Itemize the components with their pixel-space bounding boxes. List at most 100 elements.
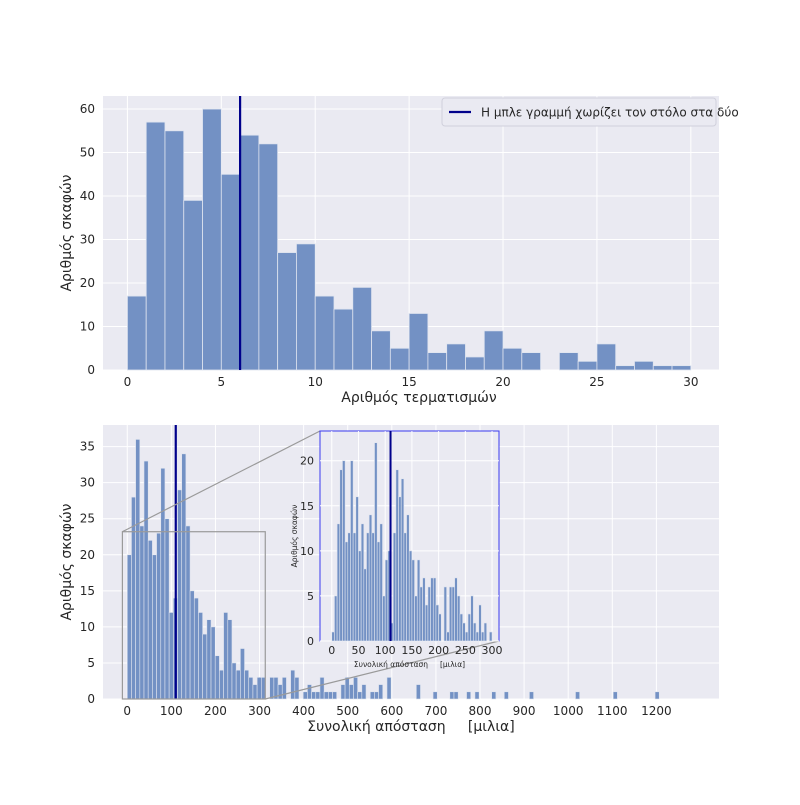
- bottom-y-tick-label: 20: [80, 548, 95, 562]
- inset-histogram-bar: [470, 595, 474, 642]
- bottom-histogram-bar: [214, 655, 220, 700]
- bottom-histogram-bar: [415, 684, 421, 700]
- bottom-histogram-bar: [156, 532, 162, 700]
- inset-histogram-bar: [403, 532, 407, 642]
- top-histogram-bar: [577, 360, 598, 371]
- bottom-histogram-bar: [466, 691, 472, 700]
- inset-histogram-bar: [339, 469, 343, 642]
- top-histogram-bar: [502, 347, 523, 371]
- bottom-histogram-bar: [449, 691, 455, 700]
- bottom-y-tick-label: 10: [80, 620, 95, 634]
- inset-histogram-bar: [422, 577, 426, 642]
- inset-axes: 0 50 100 150 200 250 300 0 5 10 15 20 Συνολική απόστ…: [290, 430, 503, 669]
- bottom-x-tick-label: 1200: [641, 704, 672, 718]
- inset-histogram-bar: [382, 595, 386, 642]
- zoom-indicator: [121, 430, 500, 700]
- inset-histogram-bar: [427, 586, 431, 642]
- bottom-y-tick-label: 5: [87, 656, 95, 670]
- inset-histogram-bar: [416, 559, 421, 642]
- top-axes: 0 5 10 15 20 25 30 0 10 20 30 40 50 60 Αριθμός τερματι…: [59, 96, 719, 406]
- inset-histogram-bar: [371, 532, 375, 642]
- bottom-histogram-bar: [332, 691, 338, 700]
- inset-histogram-bar: [467, 613, 471, 642]
- bottom-y-tick-label: 35: [80, 440, 95, 454]
- bottom-histogram-bar: [147, 540, 153, 700]
- inset-histogram-bar: [465, 631, 469, 642]
- bottom-histogram-bar: [252, 684, 258, 700]
- inset-y-tick-label: 20: [300, 455, 314, 468]
- top-histogram-bar: [483, 330, 504, 371]
- zoom-connector-line: [122, 430, 321, 533]
- inset-histogram-bar: [489, 631, 493, 642]
- inset-histogram-bar: [459, 613, 463, 642]
- bottom-histogram-bar: [348, 684, 354, 700]
- bottom-x-tick-label: 700: [424, 704, 447, 718]
- bottom-histogram-bar: [152, 554, 157, 700]
- bottom-histogram-bar: [227, 619, 233, 700]
- bottom-histogram-bar: [315, 691, 321, 700]
- inset-histogram-bar: [355, 496, 359, 642]
- inset-histogram-bar: [411, 559, 415, 642]
- bottom-histogram-bar: [307, 684, 312, 700]
- bottom-histogram-bar: [612, 691, 618, 700]
- bottom-y-tick-label: 0: [87, 692, 95, 706]
- bottom-x-tick-label: 900: [513, 704, 536, 718]
- inset-x-tick-label: 100: [375, 644, 396, 657]
- top-histogram-bar: [389, 347, 410, 371]
- bottom-histogram-bar: [202, 633, 208, 700]
- bottom-histogram-bar: [248, 677, 254, 700]
- top-x-tick-label: 0: [124, 375, 132, 389]
- bottom-histogram-bar: [453, 691, 459, 700]
- inset-histogram-bar: [457, 595, 461, 642]
- inset-histogram-bar: [366, 532, 370, 642]
- inset-x-tick-label: 150: [401, 644, 422, 657]
- bottom-histogram-bar: [219, 669, 224, 700]
- inset-histogram-bar: [400, 478, 405, 642]
- zoom-connector-line: [265, 640, 500, 700]
- inset-histogram-bar: [424, 604, 429, 642]
- inset-histogram-bar: [446, 631, 450, 642]
- inset-x-tick-label: 250: [455, 644, 476, 657]
- inset-histogram-bar: [334, 595, 338, 642]
- top-histogram-bar: [220, 173, 241, 371]
- bottom-y-tick-label: 30: [80, 476, 95, 490]
- bottom-histogram-bar: [294, 677, 300, 700]
- inset-histogram-bar: [478, 604, 482, 642]
- inset-histogram-bar: [475, 631, 479, 642]
- inset-histogram-bar: [483, 622, 488, 642]
- top-y-tick-label: 30: [80, 233, 95, 247]
- top-histogram-bar: [465, 356, 485, 371]
- bottom-histogram-bar: [302, 691, 308, 700]
- inset-histogram-bar: [419, 586, 423, 642]
- inset-histogram-bar: [350, 460, 354, 642]
- inset-histogram-bar: [481, 631, 485, 642]
- bottom-histogram-bar: [189, 590, 195, 700]
- bottom-histogram-bar: [135, 439, 141, 700]
- inset-y-tick-label: 0: [307, 635, 314, 648]
- inset-histogram-bar: [368, 514, 373, 642]
- bottom-x-axis-label: Συνολική απόσταση [μιλια]: [307, 719, 515, 735]
- bottom-histogram-bar: [168, 612, 174, 700]
- bottom-y-tick-label: 15: [80, 584, 95, 598]
- bottom-histogram-bar: [139, 525, 145, 700]
- bottom-histogram-bar: [328, 691, 333, 700]
- inset-histogram-bar: [358, 550, 362, 642]
- top-histogram-bar: [558, 352, 579, 371]
- top-histogram-bar: [202, 108, 222, 371]
- inset-x-tick-label: 0: [328, 644, 335, 657]
- inset-x-tick-label: 200: [428, 644, 449, 657]
- top-x-tick-label: 20: [495, 375, 510, 389]
- top-y-tick-label: 60: [80, 102, 95, 116]
- top-y-tick-label: 0: [87, 363, 95, 377]
- top-x-tick-label: 10: [308, 375, 323, 389]
- top-histogram-bar: [314, 295, 335, 371]
- bottom-x-tick-label: 300: [248, 704, 271, 718]
- top-histogram-bar: [408, 313, 429, 371]
- top-histogram-bar: [145, 121, 166, 371]
- inset-histogram-bar: [347, 532, 351, 642]
- inset-histogram-bar: [406, 514, 410, 642]
- legend: Η μπλε γραμμή χωρίζει τον στόλο στα δύο: [441, 97, 739, 127]
- inset-histogram-bar: [414, 595, 418, 642]
- bottom-histogram-bar: [198, 612, 203, 700]
